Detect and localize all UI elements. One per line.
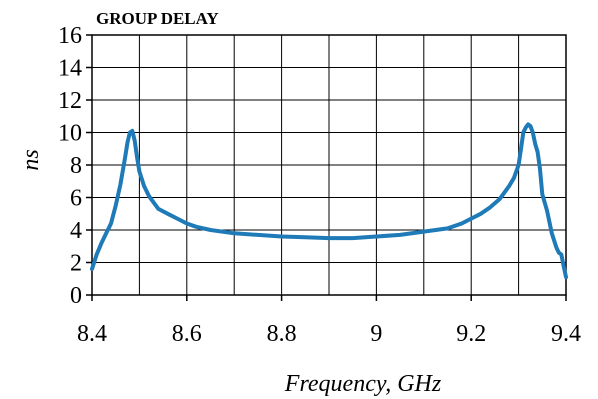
- y-tick-label: 0: [70, 283, 82, 309]
- y-tick-label: 12: [58, 88, 82, 114]
- chart-title: GROUP DELAY: [96, 9, 219, 28]
- x-tick-label: 9.4: [551, 321, 581, 347]
- y-tick-label: 10: [58, 121, 82, 147]
- y-tick-label: 2: [70, 251, 82, 277]
- grid-lines: [92, 35, 566, 295]
- x-tick-label: 8.8: [267, 321, 297, 347]
- x-tick-label: 9: [370, 321, 382, 347]
- y-tick-label: 6: [70, 186, 82, 212]
- x-tick-label: 9.2: [456, 321, 486, 347]
- y-tick-label: 8: [70, 153, 82, 179]
- y-tick-label: 16: [58, 23, 82, 49]
- x-tick-label: 8.4: [77, 321, 107, 347]
- x-axis-title: Frequency, GHz: [284, 371, 442, 397]
- y-axis-title: ns: [18, 149, 44, 170]
- group-delay-series-line: [90, 122, 568, 280]
- y-tick-label: 14: [58, 56, 82, 82]
- y-tick-label: 4: [70, 218, 82, 244]
- x-axis-tick-labels: 8.4 8.6 8.8 9 9.2 9.4: [77, 295, 581, 347]
- series-layer: [90, 122, 568, 280]
- x-tick-label: 8.6: [172, 321, 202, 347]
- y-axis-tick-labels: 0 2 4 6 8 10 12 14 16: [58, 23, 92, 309]
